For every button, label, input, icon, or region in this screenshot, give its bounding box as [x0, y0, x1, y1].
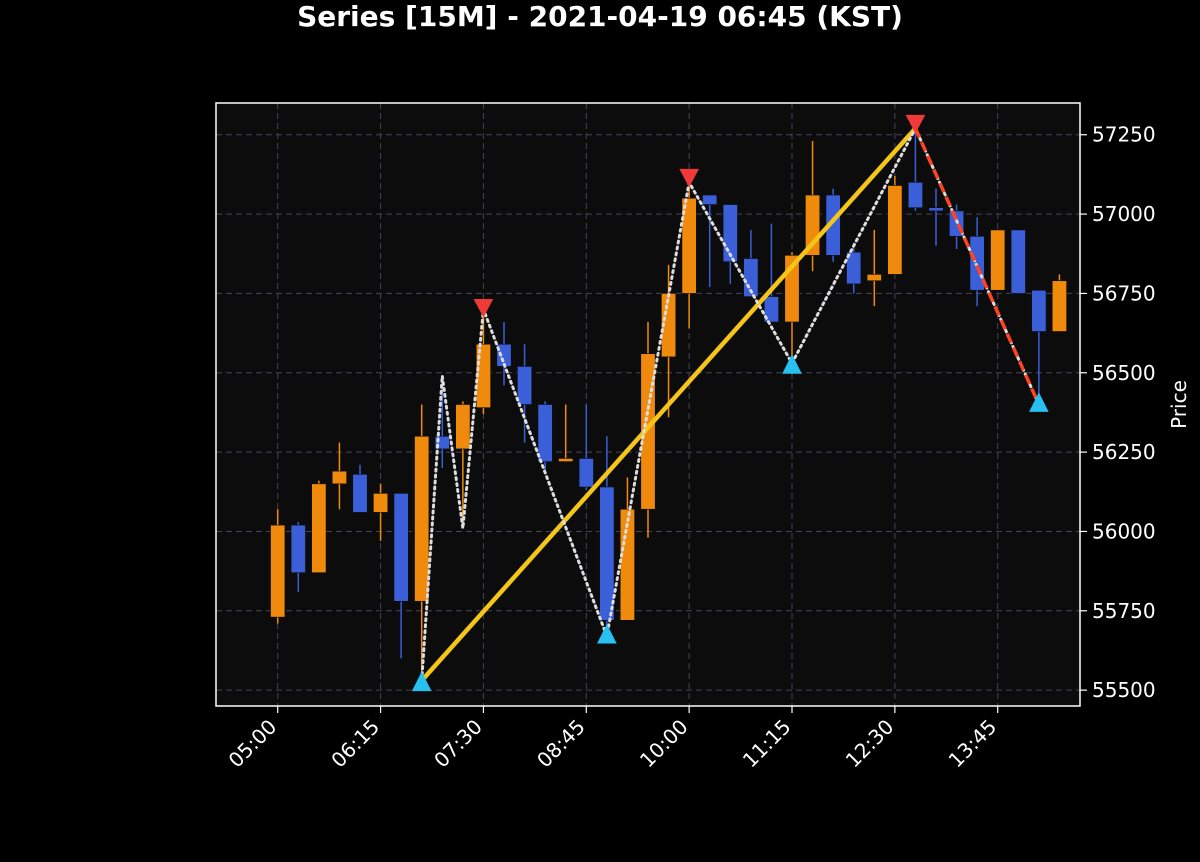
candle-body	[414, 435, 430, 602]
candle-down	[290, 521, 306, 592]
candle-body	[393, 493, 409, 602]
candle-down	[599, 436, 615, 630]
candle-up	[1051, 274, 1067, 332]
candle-down	[1010, 229, 1026, 294]
candle-up	[311, 480, 327, 574]
candle-up	[455, 401, 471, 529]
candle-body	[290, 524, 306, 574]
candle-down	[846, 242, 862, 294]
candle-down	[393, 493, 409, 659]
candle-down	[517, 344, 533, 443]
candle-down	[928, 188, 944, 246]
candle-body	[270, 524, 286, 618]
pivot-markers	[411, 114, 1049, 692]
x-tick-label: 07:30	[429, 715, 487, 773]
chart-title: Series [15M] - 2021-04-19 06:45 (KST)	[297, 0, 903, 33]
candle-down	[496, 321, 512, 386]
x-tick-label: 05:00	[224, 715, 282, 773]
trough-marker	[782, 354, 802, 374]
candle-body	[928, 207, 944, 212]
candle-body	[517, 366, 533, 405]
candle-down	[907, 131, 923, 211]
dashed-projection-line	[913, 127, 1041, 406]
candle-down	[763, 223, 779, 323]
candle-body	[990, 229, 1006, 291]
candles	[270, 131, 1067, 672]
candle-body	[702, 194, 718, 205]
peak-marker	[679, 168, 699, 188]
candle-body	[846, 251, 862, 285]
candle-body	[331, 470, 347, 485]
candle-up	[990, 229, 1006, 291]
candle-body	[1051, 280, 1067, 332]
candle-body	[1031, 289, 1047, 332]
candle-body	[763, 296, 779, 323]
candle-body	[578, 458, 594, 488]
candle-body	[455, 404, 471, 450]
x-tick-label: 10:00	[635, 715, 693, 773]
candle-body	[558, 458, 574, 462]
y-tick-label: 56500	[1092, 361, 1156, 385]
candle-body	[907, 182, 923, 209]
peak-marker	[473, 298, 494, 318]
x-tick-label: 08:45	[532, 715, 590, 773]
candle-down	[537, 401, 553, 472]
candle-body	[681, 197, 697, 294]
candle-up	[640, 321, 656, 538]
candle-body	[537, 404, 553, 462]
candle-body	[1010, 229, 1026, 294]
peak-marker	[905, 114, 926, 134]
candle-body	[866, 274, 882, 282]
candle-down	[352, 464, 368, 513]
y-axis-label: Price	[1167, 380, 1191, 429]
candle-up	[270, 509, 286, 624]
candle-up	[887, 175, 903, 275]
candle-up	[681, 182, 697, 329]
candle-down	[702, 194, 718, 288]
y-tick-label: 56250	[1092, 440, 1156, 464]
candle-up	[331, 442, 347, 510]
trough-marker	[1029, 392, 1049, 412]
x-tick-label: 06:15	[326, 715, 384, 773]
candle-body	[599, 486, 615, 621]
candle-up	[558, 404, 574, 462]
trough-marker	[597, 623, 617, 644]
candle-body	[311, 483, 327, 574]
y-tick-label: 55750	[1092, 599, 1156, 623]
plot-frame	[215, 102, 1081, 707]
trend-line	[419, 126, 918, 683]
candle-body	[887, 185, 903, 275]
y-tick-label: 55500	[1092, 678, 1156, 702]
y-tick-label: 56750	[1092, 281, 1156, 305]
candle-up	[414, 404, 430, 672]
x-tick-label: 13:45	[944, 715, 1002, 773]
x-tick-label: 11:15	[738, 715, 796, 773]
candle-body	[352, 474, 368, 513]
candle-down	[1031, 289, 1047, 405]
candle-body	[640, 353, 656, 510]
trough-marker	[411, 671, 432, 692]
candle-down	[825, 188, 841, 262]
y-tick-label: 56000	[1092, 519, 1156, 543]
x-tick-label: 12:30	[841, 715, 899, 773]
candle-body	[373, 493, 389, 513]
candle-up	[866, 229, 882, 307]
candle-up	[373, 483, 389, 541]
y-tick-label: 57000	[1092, 202, 1156, 226]
y-tick-label: 57250	[1092, 123, 1156, 147]
candle-down	[578, 404, 594, 491]
